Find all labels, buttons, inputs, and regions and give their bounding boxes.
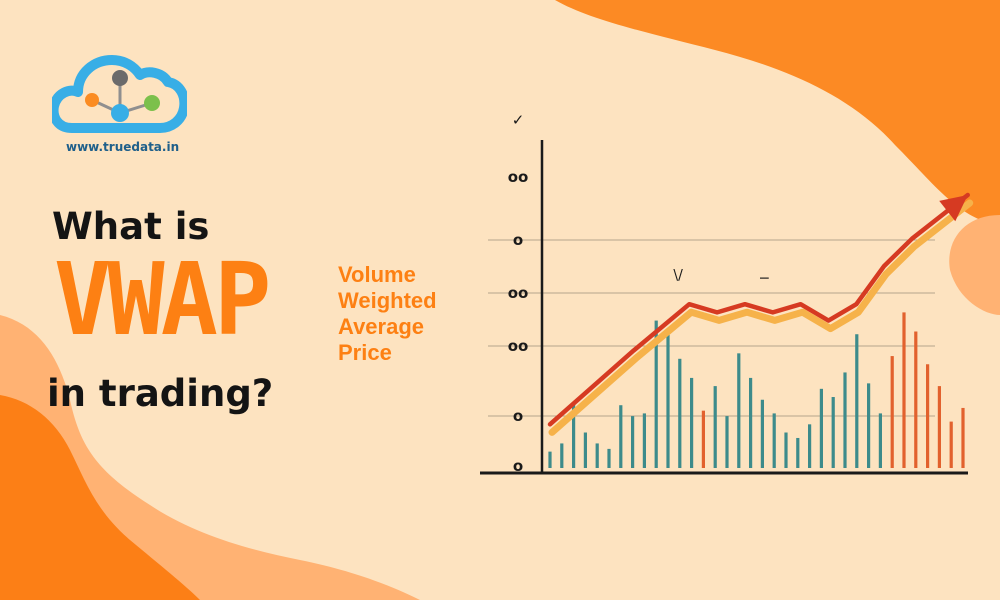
headline-acronym: VWAP — [54, 241, 271, 358]
acronym-full-form: Volume Weighted Average Price — [338, 262, 437, 366]
top-right-blob — [555, 0, 1000, 225]
volume-bar — [642, 413, 646, 468]
volume-bars — [548, 312, 965, 468]
trend-arrow-head — [939, 195, 968, 222]
headline-line3: in trading? — [47, 372, 274, 415]
full-form-word: Volume — [338, 262, 416, 287]
volume-bar — [631, 416, 635, 468]
volume-bar — [772, 413, 776, 468]
volume-bar — [831, 397, 835, 468]
volume-bar — [678, 358, 682, 468]
full-form-word: Average — [338, 314, 425, 339]
y-tick-label: o — [513, 457, 523, 475]
volume-bar — [926, 364, 930, 468]
y-tick-label: o — [513, 231, 523, 249]
volume-bar — [749, 377, 753, 468]
volume-bar — [796, 437, 800, 468]
volume-bar — [690, 377, 694, 468]
brand-url: www.truedata.in — [66, 140, 180, 154]
trend-line — [547, 192, 974, 436]
volume-bar — [784, 432, 788, 468]
full-form-word: Weighted — [338, 288, 437, 313]
headline-line1: What is — [52, 205, 210, 248]
full-form-word: Price — [338, 340, 392, 365]
volume-bar — [937, 386, 941, 468]
volume-bar — [855, 334, 859, 468]
volume-bar — [725, 416, 729, 468]
volume-bar — [560, 443, 564, 468]
right-light-blob — [949, 215, 1000, 315]
volume-bar — [949, 421, 953, 468]
volume-bar — [595, 443, 599, 468]
chart-annotation: \/ — [673, 268, 683, 284]
volume-bar — [619, 405, 623, 468]
volume-bar — [583, 432, 587, 468]
volume-bar — [914, 331, 918, 468]
volume-bar — [843, 372, 847, 468]
volume-bar — [548, 451, 552, 468]
volume-bar — [760, 399, 764, 468]
trend-line-path — [547, 192, 970, 427]
volume-bar — [654, 320, 658, 468]
volume-bar — [902, 312, 906, 468]
y-tick-label: o — [513, 407, 523, 425]
chart-annotations: \/ − — [673, 268, 770, 287]
chart-annotation: − — [759, 270, 771, 286]
volume-bar — [666, 334, 670, 468]
y-tick-label: ✓ — [512, 111, 525, 129]
volume-bar — [808, 424, 812, 468]
volume-bar — [961, 407, 965, 468]
volume-bar — [713, 386, 717, 468]
volume-bar — [572, 402, 576, 468]
volume-bar — [607, 448, 611, 468]
truedata-logo-icon — [52, 55, 187, 133]
volume-bar — [737, 353, 741, 468]
volume-bar — [890, 356, 894, 468]
y-tick-label: oo — [508, 284, 529, 302]
volume-bar — [867, 383, 871, 468]
y-tick-label: oo — [508, 168, 529, 186]
y-tick-label: oo — [508, 337, 529, 355]
volume-bar — [819, 388, 823, 468]
bottom-left-orange-blob — [0, 395, 200, 600]
volume-bar — [701, 410, 705, 468]
volume-bar — [878, 413, 882, 468]
trend-line-glow — [548, 199, 974, 436]
